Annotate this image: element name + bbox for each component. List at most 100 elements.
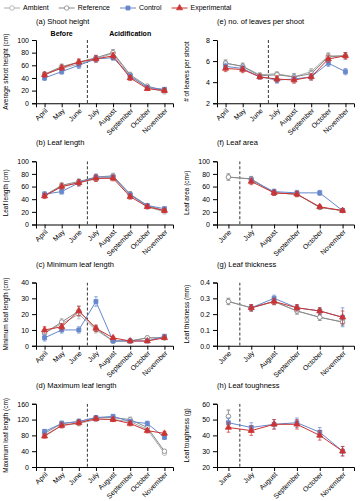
x-tick [130,225,131,229]
marker [257,73,263,78]
x-tick [343,225,344,229]
series-line [226,63,346,80]
marker [127,193,133,198]
marker [325,55,331,60]
x-tick [320,346,321,350]
series-line [228,423,342,451]
x-tick [62,467,63,471]
marker [145,203,150,208]
plot-area [42,404,168,467]
panel-title: (a) Shoot height [36,17,90,26]
error-bar [60,189,64,194]
y-tick [213,187,217,188]
series [42,175,168,213]
marker [271,421,277,426]
y-tick-group: 0.3 [200,295,217,302]
series [225,420,345,456]
x-tick [96,467,97,471]
y-tick-group: 20 [202,209,217,216]
y-tick [213,212,217,213]
y-tick-group: 40 [21,279,36,286]
x-tick-group: June [217,346,233,365]
y-tick-group: 20 [21,87,36,94]
marker [77,419,82,424]
marker [248,304,254,309]
y-tick [32,435,36,436]
y-tick [213,467,217,468]
marker [223,65,229,70]
marker [226,299,231,304]
marker [274,75,280,80]
y-tick-group: 80 [21,432,36,439]
y-axis: 020406080100 [17,158,36,228]
y-tick-group: 120 [17,416,36,423]
x-tick [45,467,46,471]
marker [294,421,300,426]
series [43,55,167,91]
marker [42,433,48,438]
y-tick [213,40,217,41]
series [42,175,166,215]
y-tick-label: 80 [202,171,210,178]
x-axis-line [37,225,174,229]
marker [340,314,346,319]
x-tick [79,346,80,350]
error-bar [318,314,322,320]
y-tick-group: 0.4 [200,279,217,286]
x-tick-label: June [67,471,83,487]
x-tick [328,103,329,107]
y-tick-label: 0 [25,221,29,228]
y-tick-group: 30 [202,448,217,455]
series [43,174,167,211]
series-line [45,176,165,211]
error-bar [227,174,231,180]
series [42,415,166,453]
marker [291,77,297,82]
series-line [251,298,342,317]
divider [239,161,240,224]
marker [144,427,150,432]
y-tick-label: 4 [206,79,210,86]
y-tick-label: 0 [206,221,210,228]
y-tick-label: 20 [21,311,29,318]
y-tick-group: 0 [25,100,36,107]
panel-title: (f) Leaf area [217,138,259,147]
marker [161,207,167,212]
marker [258,74,263,79]
plot-area [226,283,345,346]
y-tick [213,298,217,299]
x-tick [228,225,229,229]
marker [145,85,150,90]
error-bar [318,190,322,195]
marker [161,334,167,339]
y-tick-group: 0 [25,342,36,349]
series [43,297,167,343]
x-tick-label: April [34,470,50,486]
x-tick-group: May [52,225,67,244]
marker [42,193,47,198]
x-tick-group: July [86,346,101,364]
series-line [45,311,165,341]
marker [42,71,48,76]
panel-title: (d) Maximum leaf length [36,381,116,390]
x-tick-group: April [34,103,50,122]
x-axis: JuneJulyAugustSeptemberOctoberNovember [217,467,355,501]
x-tick-label: April [34,107,50,123]
y-tick-group: 0.1 [200,327,217,334]
x-axis: AprilMayJuneJulyAugustSeptemberOctoberNo… [34,346,174,380]
x-tick [297,346,298,350]
x-tick [274,467,275,471]
x-tick-label: November [141,349,169,377]
x-tick-label: September [272,349,302,379]
x-tick-label: April [34,349,50,365]
y-tick-group: 0.0 [200,342,217,349]
y-tick-group: 4 [206,79,217,86]
legend-label: Experimental [191,4,232,12]
x-tick-group: May [52,103,67,122]
x-tick [45,103,46,107]
x-tick-label: June [67,107,83,123]
marker [76,419,82,424]
x-tick [345,103,346,107]
x-tick [164,467,165,471]
marker [145,422,149,426]
